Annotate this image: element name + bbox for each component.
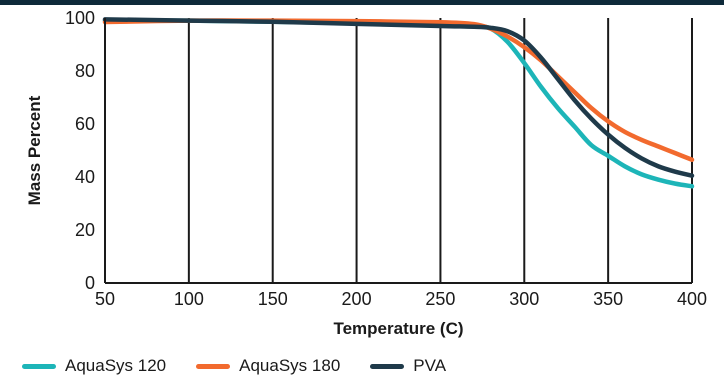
legend-item-pva: PVA	[370, 356, 446, 376]
x-tick-label: 200	[342, 289, 372, 309]
top-accent-bar	[0, 0, 724, 5]
x-tick-label: 250	[425, 289, 455, 309]
legend-label: PVA	[413, 356, 447, 375]
legend-item-aquasys-180: AquaSys 180	[196, 356, 340, 376]
x-tick-labels: 50 100 150 200 250 300 350 400	[95, 289, 707, 309]
y-tick-label: 60	[75, 114, 95, 134]
legend: AquaSys 120 AquaSys 180 PVA	[22, 354, 476, 378]
x-tick-label: 50	[95, 289, 115, 309]
series-line-aquasys-180	[102, 18, 695, 163]
y-tick-label: 0	[85, 273, 95, 293]
y-tick-label: 20	[75, 220, 95, 240]
legend-swatch	[370, 363, 405, 369]
y-tick-labels: 0 20 40 60 80 100	[65, 8, 95, 293]
legend-label: AquaSys 120	[65, 356, 167, 375]
y-tick-label: 100	[65, 8, 95, 28]
legend-swatch	[196, 363, 231, 369]
y-axis-title: Mass Percent	[25, 95, 44, 205]
legend-swatch	[22, 363, 56, 369]
y-tick-label: 40	[75, 167, 95, 187]
x-tick-label: 100	[174, 289, 204, 309]
x-tick-label: 350	[593, 289, 623, 309]
legend-item-aquasys-120: AquaSys 120	[22, 356, 166, 376]
line-chart: 0 20 40 60 80 100 50 100 150 200 250 300 350 400 Mas…	[25, 8, 707, 338]
y-tick-label: 80	[75, 61, 95, 81]
axes	[104, 18, 692, 284]
series-line-aquasys-120	[102, 18, 695, 189]
series-lines	[102, 17, 695, 189]
x-tick-label: 300	[509, 289, 539, 309]
gridlines	[104, 18, 693, 283]
legend-label: AquaSys 180	[239, 356, 341, 375]
x-axis-title: Temperature (C)	[333, 319, 463, 338]
x-tick-label: 150	[258, 289, 288, 309]
x-tick-label: 400	[677, 289, 707, 309]
series-line-pva	[102, 17, 695, 178]
